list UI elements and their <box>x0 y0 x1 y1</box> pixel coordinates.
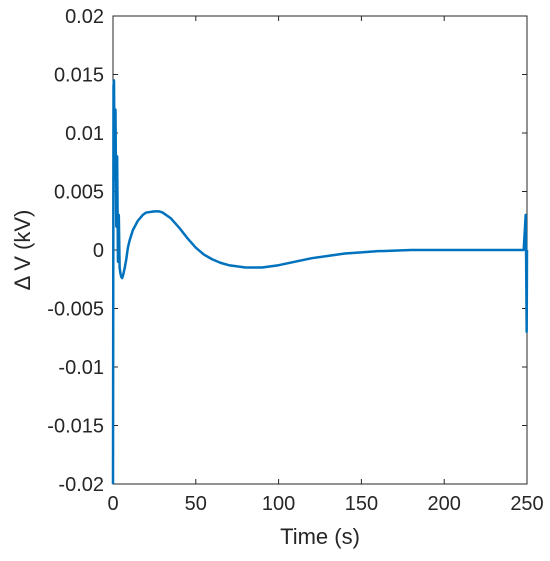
y-tick-label: 0.01 <box>65 123 104 145</box>
series-line-1 <box>111 79 529 485</box>
y-tick-label: 0.015 <box>54 65 104 87</box>
y-tick-labels: 0.02 0.015 0.01 0.005 0 -0.005 -0.01 -0.015 -0.0… <box>47 6 104 496</box>
x-tick-label: 50 <box>185 493 207 515</box>
x-tick-label: 200 <box>428 493 461 515</box>
plot-area <box>111 15 529 485</box>
x-axis-label: Time (s) <box>280 524 360 549</box>
y-tick-label: -0.01 <box>58 357 104 379</box>
y-tick-label: -0.015 <box>47 416 104 438</box>
y-tick-label: -0.005 <box>47 299 104 321</box>
x-tick-label: 0 <box>107 493 118 515</box>
y-tick-label: 0.02 <box>65 6 104 28</box>
x-tick-label: 250 <box>510 493 543 515</box>
y-tick-label: 0.005 <box>54 182 104 204</box>
x-tick-labels: 0 50 100 150 200 250 <box>107 493 543 515</box>
x-tick-label: 100 <box>262 493 295 515</box>
y-tick-label: 0 <box>93 240 104 262</box>
series-group <box>111 79 529 485</box>
y-tick-label: -0.02 <box>58 474 104 496</box>
y-axis-label: Δ V (kV) <box>10 210 35 291</box>
x-tick-label: 150 <box>345 493 378 515</box>
